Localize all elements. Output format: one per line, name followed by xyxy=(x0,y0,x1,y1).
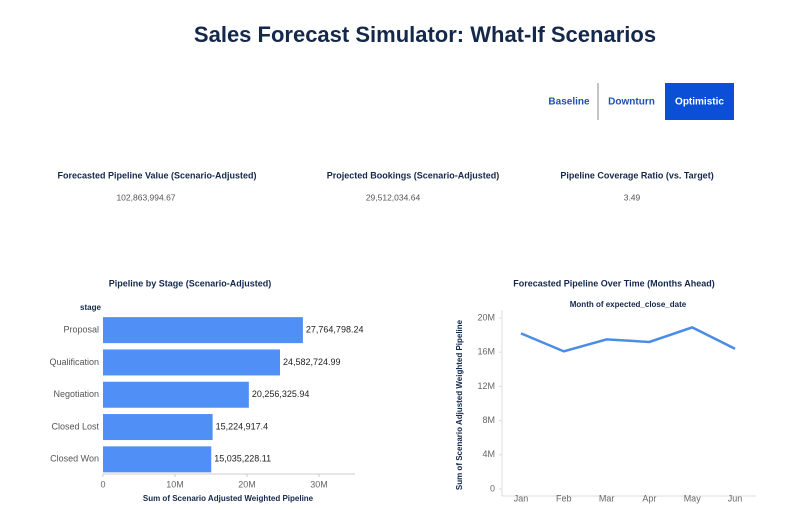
kpi-label: Pipeline Coverage Ratio (vs. Target) xyxy=(560,170,713,180)
data-label: 27,764,798.24 xyxy=(306,325,364,335)
y-axis-title: Sum of Scenario Adjusted Weighted Pipeli… xyxy=(455,319,464,490)
chart-title: Forecasted Pipeline Over Time (Months Ah… xyxy=(513,278,715,288)
kpi-value: 102,863,994.67 xyxy=(116,192,175,202)
x-tick-label: 20M xyxy=(238,479,256,489)
y-tick-label: Closed Won xyxy=(50,454,99,464)
y-tick-label: 16M xyxy=(477,347,495,357)
x-tick-label: May xyxy=(684,493,702,503)
scenario-button[interactable] xyxy=(540,83,598,120)
y-axis-title: stage xyxy=(80,303,101,312)
x-tick-label: 0 xyxy=(100,479,105,489)
data-label: 15,224,917.4 xyxy=(216,421,269,431)
scenario-button-label[interactable]: Optimistic xyxy=(675,97,724,108)
page-title: Sales Forecast Simulator: What-If Scenar… xyxy=(194,22,656,47)
x-tick-label: Jan xyxy=(514,493,529,503)
bar xyxy=(103,317,303,344)
line xyxy=(520,326,736,353)
y-tick-label: Negotiation xyxy=(53,389,99,399)
y-tick-label: 8M xyxy=(482,415,495,425)
x-tick-label: 30M xyxy=(310,479,328,489)
y-tick-label: Proposal xyxy=(63,325,99,335)
scenario-button[interactable] xyxy=(598,83,665,120)
x-tick-label: Apr xyxy=(642,493,656,503)
x-axis-title: Sum of Scenario Adjusted Weighted Pipeli… xyxy=(143,494,314,503)
scenario-button-label[interactable]: Downturn xyxy=(608,97,655,108)
bar xyxy=(103,414,213,441)
chart-title: Pipeline by Stage (Scenario-Adjusted) xyxy=(109,278,272,288)
scenario-button[interactable] xyxy=(665,83,734,120)
y-tick-label: 12M xyxy=(477,381,495,391)
bar xyxy=(103,381,249,408)
x-tick-label: Feb xyxy=(556,493,572,503)
kpi-value: 3.49 xyxy=(624,192,641,202)
bar xyxy=(103,446,212,473)
chart-subtitle: Month of expected_close_date xyxy=(570,300,687,309)
y-tick-label: 0 xyxy=(490,483,495,493)
x-tick-label: Mar xyxy=(599,493,615,503)
bar xyxy=(103,349,280,376)
kpi-value: 29,512,034.64 xyxy=(366,192,421,202)
x-tick-label: Jun xyxy=(728,493,743,503)
kpi-label: Projected Bookings (Scenario-Adjusted) xyxy=(327,170,500,180)
kpi-label: Forecasted Pipeline Value (Scenario-Adju… xyxy=(57,170,256,180)
y-tick-label: 20M xyxy=(477,312,495,322)
data-label: 15,035,228.11 xyxy=(214,454,271,464)
data-label: 20,256,325.94 xyxy=(252,389,310,399)
y-tick-label: Qualification xyxy=(49,357,99,367)
y-tick-label: 4M xyxy=(482,449,495,459)
data-label: 24,582,724.99 xyxy=(283,357,341,367)
x-tick-label: 10M xyxy=(166,479,184,489)
scenario-button-label[interactable]: Baseline xyxy=(548,97,590,108)
y-tick-label: Closed Lost xyxy=(51,421,99,431)
